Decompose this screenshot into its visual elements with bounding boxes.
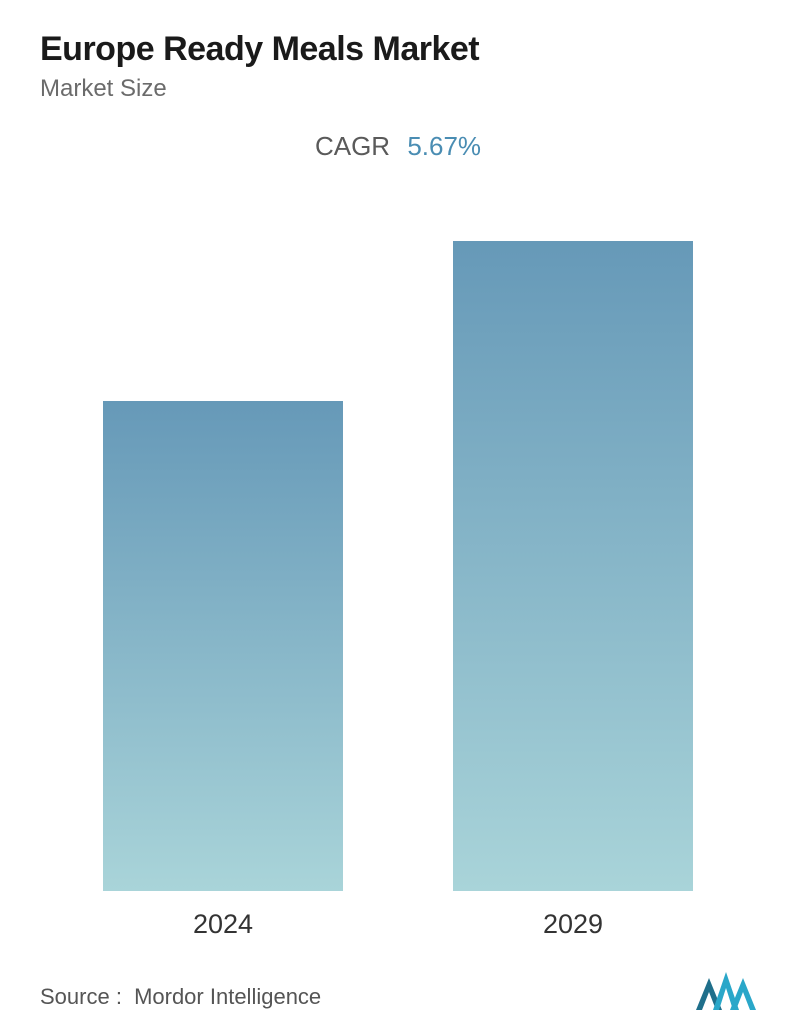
mordor-logo-icon [696, 970, 756, 1010]
bar-group: 2024 [103, 401, 343, 940]
chart-container: Europe Ready Meals Market Market Size CA… [0, 0, 796, 1034]
cagr-value: 5.67% [407, 131, 481, 161]
bar-2029 [453, 241, 693, 891]
cagr-label: CAGR [315, 131, 390, 161]
bar-label: 2024 [193, 909, 253, 940]
bar-label: 2029 [543, 909, 603, 940]
chart-title: Europe Ready Meals Market [40, 30, 756, 69]
chart-subtitle: Market Size [40, 75, 756, 103]
source-attribution: Source : Mordor Intelligence [40, 984, 321, 1010]
source-name: Mordor Intelligence [134, 984, 321, 1009]
source-prefix: Source : [40, 984, 122, 1009]
chart-footer: Source : Mordor Intelligence [40, 970, 756, 1014]
bar-group: 2029 [453, 241, 693, 940]
bar-chart-area: 2024 2029 [40, 172, 756, 940]
bar-2024 [103, 401, 343, 891]
cagr-row: CAGR 5.67% [40, 131, 756, 162]
